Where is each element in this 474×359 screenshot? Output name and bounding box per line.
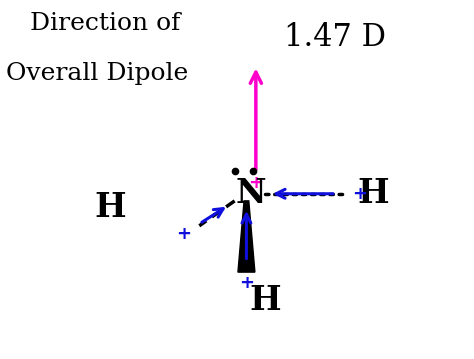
Text: H: H bbox=[94, 191, 126, 224]
Text: +: + bbox=[176, 225, 191, 243]
Text: +: + bbox=[352, 185, 367, 203]
Text: H: H bbox=[358, 177, 390, 210]
Text: H: H bbox=[249, 284, 281, 317]
Text: Overall Dipole: Overall Dipole bbox=[6, 62, 188, 85]
Text: 1.47 D: 1.47 D bbox=[284, 22, 386, 52]
Text: N: N bbox=[236, 177, 266, 210]
Text: +: + bbox=[248, 174, 264, 192]
Text: Direction of: Direction of bbox=[30, 12, 180, 35]
Text: +: + bbox=[239, 274, 254, 292]
Polygon shape bbox=[238, 201, 255, 272]
